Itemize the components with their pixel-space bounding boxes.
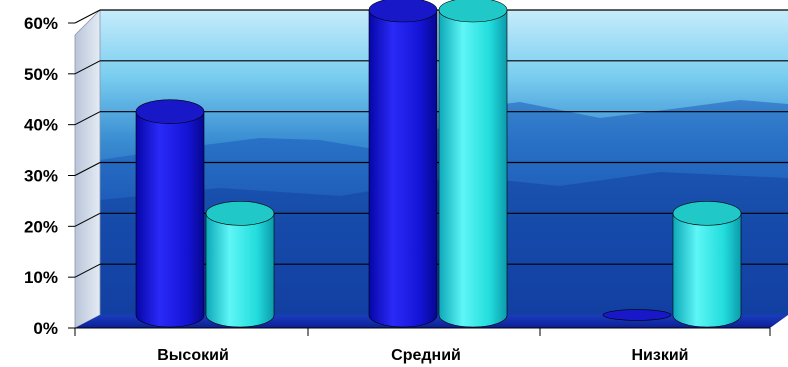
y-axis-labels: 0% 10% 20% 30% 40% 50% 60%: [24, 14, 75, 338]
y-tick-label: 50%: [24, 65, 58, 84]
y-tick-label: 60%: [24, 14, 58, 33]
bar-top: [135, 99, 205, 124]
y-tick-label: 40%: [24, 116, 58, 135]
gridline-side: [74, 111, 101, 126]
bar-top: [438, 0, 508, 23]
bar-body: [205, 213, 275, 328]
x-tick-label: Средний: [391, 347, 461, 364]
bar-top: [672, 201, 742, 226]
y-tick-label: 20%: [24, 217, 58, 236]
bars: [135, 0, 742, 328]
bar-top: [205, 201, 275, 226]
gridline-side: [74, 162, 101, 176]
x-tick-label: Высокий: [157, 347, 229, 364]
bar-top: [368, 0, 438, 23]
bar-1-1: [135, 99, 205, 328]
y-tick-label: 30%: [24, 167, 58, 186]
x-axis-ticks: [74, 328, 771, 336]
bar-2-3: [672, 201, 742, 328]
x-tick-label: Низкий: [631, 347, 688, 364]
bar-2-2: [438, 0, 508, 328]
gridline-side: [74, 212, 101, 227]
gridline-side: [74, 263, 101, 278]
y-tick-label: 0%: [33, 319, 58, 338]
gridline-side: [74, 60, 101, 75]
bar-body: [672, 213, 742, 328]
y-tick-label: 10%: [24, 268, 58, 287]
bar-2-1: [205, 201, 275, 328]
bar-top: [602, 309, 672, 321]
x-axis-labels: Высокий Средний Низкий: [157, 347, 688, 364]
gridline-side: [74, 9, 101, 24]
bar-1-2: [368, 0, 438, 328]
bar-1-3: [602, 309, 672, 321]
bar-body: [135, 111, 205, 328]
bar-body: [368, 9, 438, 328]
bar-body: [438, 9, 508, 328]
